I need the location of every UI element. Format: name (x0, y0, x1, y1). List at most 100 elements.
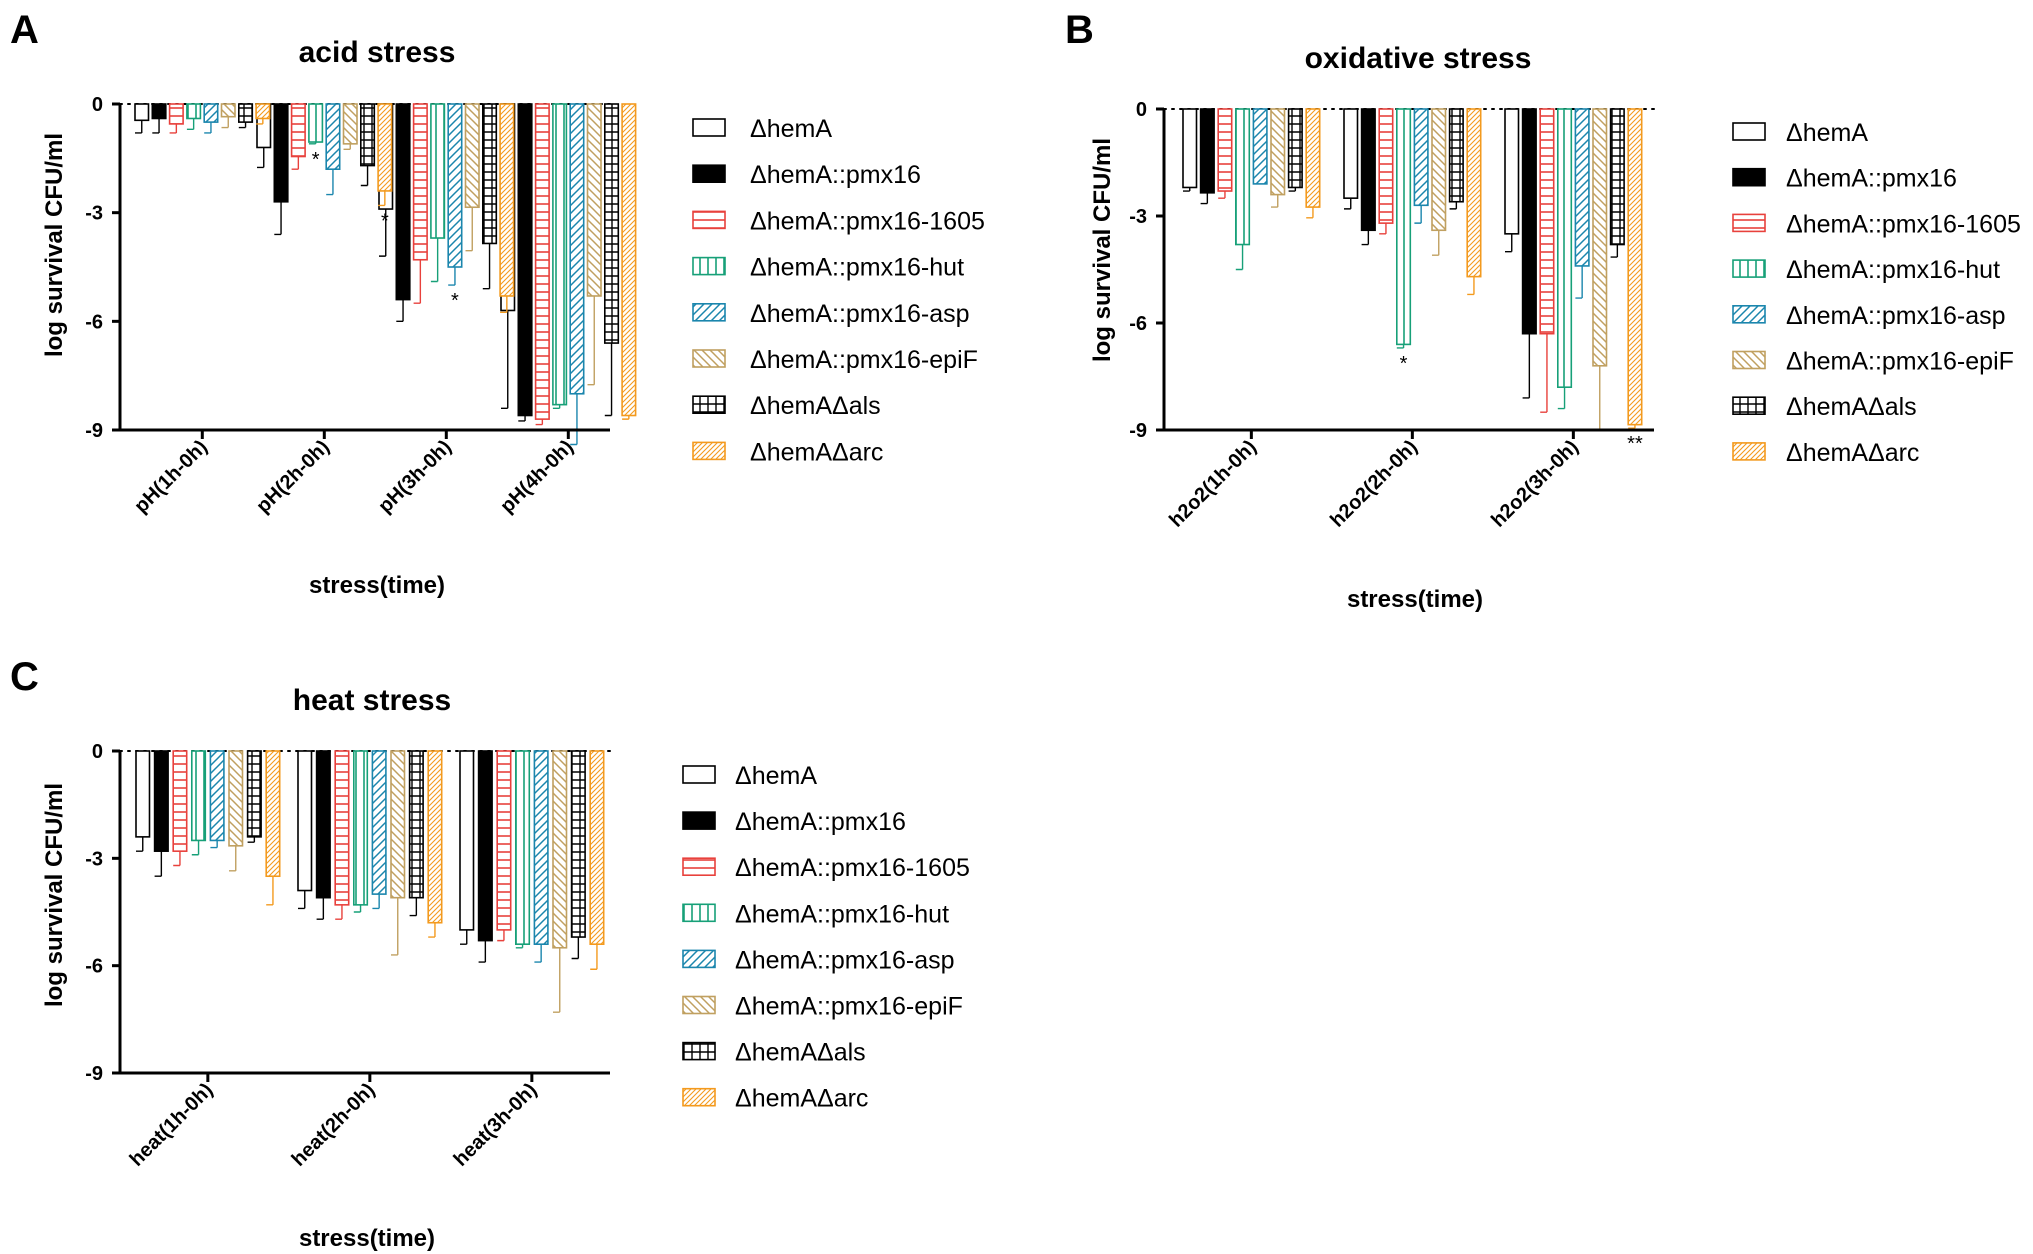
error-bar (1183, 187, 1191, 192)
legend-swatch (692, 210, 726, 230)
bar (1396, 108, 1412, 346)
legend-label: ΔhemAΔarc (1786, 439, 1919, 467)
error-bar (604, 343, 613, 417)
bar (172, 750, 188, 852)
heat-stress-panel: C heat stress stress(time) log survival … (10, 655, 611, 1252)
error-bar (590, 944, 598, 970)
bar (238, 103, 254, 123)
bar (1199, 108, 1215, 194)
bar (1360, 108, 1376, 232)
error-bar (1505, 233, 1513, 253)
legend-item: ΔhemAΔals (692, 392, 881, 420)
legend-label: ΔhemA::pmx16-hut (1786, 256, 2000, 284)
bar (297, 750, 313, 892)
error-bar (152, 118, 160, 134)
bar (496, 750, 512, 931)
chart-title: acid stress (299, 36, 456, 69)
legend-label: ΔhemA::pmx16-hut (735, 900, 949, 928)
bar (552, 103, 568, 406)
error-bar (413, 259, 422, 304)
bar (265, 750, 281, 878)
legend-swatch (682, 765, 716, 784)
legend: ΔhemAΔhemA::pmx16ΔhemA::pmx16-1605ΔhemA:… (1732, 119, 2021, 467)
error-bar (396, 299, 404, 323)
legend-label: ΔhemA::pmx16-asp (735, 946, 955, 974)
error-bar (1288, 187, 1297, 192)
bar (427, 750, 443, 924)
error-bar (1344, 198, 1352, 210)
bar (308, 103, 324, 143)
bar (430, 103, 446, 239)
error-bar (308, 142, 317, 145)
plot-area: 0 -3 -6 -9 heat(1h-0h) heat(2h-0h) heat(3h-0h) (85, 741, 611, 1171)
y-tick-label: 0 (92, 94, 103, 116)
error-bar (1218, 191, 1226, 199)
bar (1504, 108, 1520, 235)
bar (1182, 108, 1198, 189)
bar (534, 103, 550, 420)
bar (517, 103, 533, 417)
error-bar (204, 122, 212, 134)
significance-marker: * (312, 149, 320, 171)
bar (514, 750, 531, 945)
significance-marker: * (1400, 353, 1408, 375)
bar (1557, 108, 1573, 389)
legend-label: ΔhemAΔarc (735, 1085, 868, 1113)
bar (1252, 108, 1268, 185)
error-bar (1522, 333, 1531, 399)
error-bar (1449, 201, 1458, 210)
legend-swatch (692, 118, 726, 137)
error-bar (391, 897, 399, 956)
error-bar (1593, 365, 1601, 431)
legend-item: ΔhemAΔarc (682, 1085, 868, 1113)
legend-swatch (692, 164, 726, 183)
bar (570, 750, 586, 938)
bar (477, 750, 493, 942)
error-bar (1540, 333, 1548, 413)
legend-swatch (692, 441, 726, 461)
error-bar (378, 190, 386, 207)
error-bar (518, 415, 526, 422)
bar (459, 750, 475, 931)
bar (533, 750, 549, 945)
error-bar (553, 947, 561, 1013)
error-bar (257, 147, 265, 169)
legend-swatch (1732, 122, 1766, 141)
error-bar (430, 238, 439, 283)
bar (1270, 108, 1286, 196)
bar (395, 103, 411, 301)
plot-area: * * * 0 -3 -6 -9 pH(1h-0h) pH(2h-0h) pH(3h-0h) pH(… (85, 94, 637, 518)
bar (1378, 108, 1394, 224)
legend-item: ΔhemAΔarc (692, 438, 883, 466)
x-tick-label: heat(2h-0h) (288, 1079, 380, 1171)
legend-item: ΔhemA::pmx16-1605 (692, 207, 985, 235)
error-bar (298, 890, 306, 910)
x-tick-label: pH(2h-0h) (252, 436, 334, 518)
legend-item: ΔhemA (692, 115, 832, 143)
legend-label: ΔhemA (735, 762, 817, 790)
y-axis-label: log survival CFU/ml (41, 783, 68, 1007)
error-bar (238, 122, 247, 129)
error-bar (372, 894, 380, 910)
legend-label: ΔhemA::pmx16-epiF (750, 346, 978, 374)
error-bar (587, 295, 595, 386)
bar (1287, 108, 1303, 189)
error-bar (266, 876, 274, 906)
legend-label: ΔhemA::pmx16 (750, 161, 921, 189)
error-bar (379, 209, 387, 257)
panel-letter: A (10, 8, 39, 52)
error-bar (256, 118, 264, 125)
error-bar (500, 295, 508, 313)
x-tick-label: h2o2(1h-0h) (1165, 436, 1261, 532)
bar (359, 103, 376, 167)
error-bar (1396, 344, 1405, 349)
error-bar (1575, 265, 1583, 299)
error-bar (154, 851, 163, 877)
bar (153, 750, 169, 852)
legend-item: ΔhemA::pmx16-hut (682, 900, 949, 928)
y-tick-label: 0 (92, 741, 103, 763)
x-tick-label: pH(1h-0h) (130, 436, 212, 518)
bar (569, 103, 585, 395)
